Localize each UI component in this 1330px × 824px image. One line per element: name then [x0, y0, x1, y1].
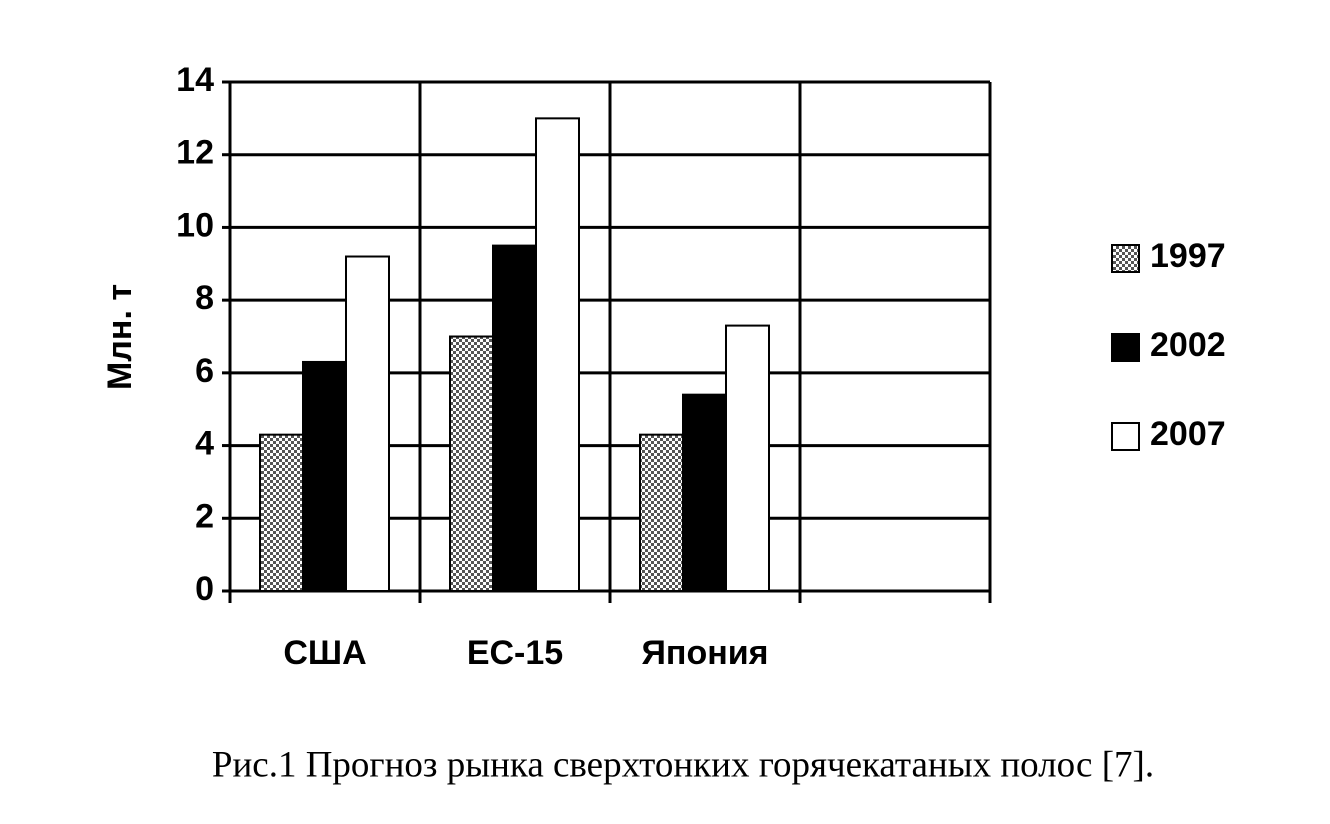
- y-axis-label: Млн. т: [101, 284, 139, 390]
- bar: [449, 335, 494, 592]
- x-tick-label: Япония: [641, 634, 768, 672]
- x-tick-label: США: [283, 634, 366, 672]
- legend-swatch: [1111, 244, 1140, 273]
- bar: [535, 117, 580, 592]
- bar: [259, 433, 304, 592]
- y-tick-label: 4: [195, 425, 214, 463]
- bar: [639, 433, 684, 592]
- legend-swatch: [1111, 333, 1140, 362]
- caption: Рис.1 Прогноз рынка сверхтонких горячека…: [212, 744, 1154, 785]
- bar: [492, 244, 537, 592]
- y-tick-label: 2: [195, 497, 214, 535]
- bar: [725, 324, 770, 592]
- y-tick-label: 14: [176, 61, 214, 99]
- legend-label: 2002: [1150, 326, 1226, 364]
- legend-label: 1997: [1150, 237, 1226, 275]
- bar: [682, 393, 727, 592]
- y-tick-label: 8: [195, 279, 214, 317]
- y-tick-label: 12: [176, 134, 214, 172]
- y-tick-label: 0: [195, 570, 214, 608]
- bar: [302, 360, 347, 593]
- legend-swatch: [1111, 422, 1140, 451]
- x-tick-label: ЕС-15: [467, 634, 563, 672]
- legend-label: 2007: [1150, 415, 1226, 453]
- bar: [345, 255, 390, 592]
- y-tick-label: 10: [176, 206, 214, 244]
- y-tick-label: 6: [195, 352, 214, 390]
